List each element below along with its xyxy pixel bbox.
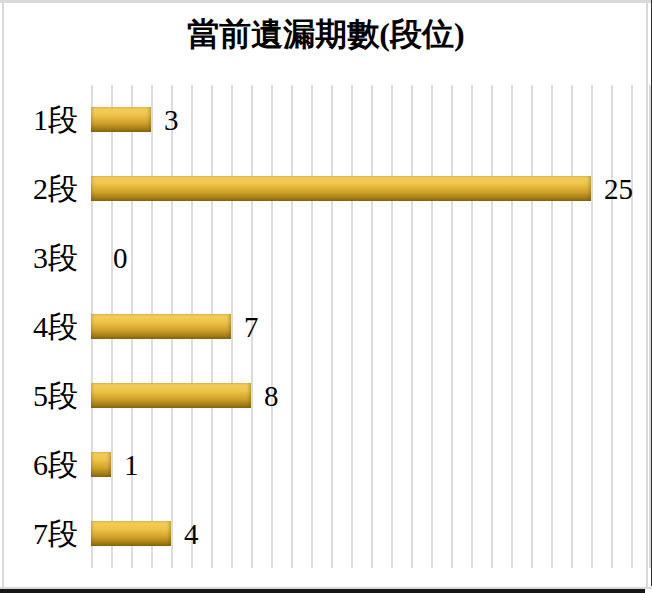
plot-area: 3 25 0 78 1 4: [91, 85, 651, 568]
category-label: 3段: [0, 237, 78, 279]
value-label: 4: [184, 514, 199, 554]
bar-5段: [91, 383, 251, 408]
gridline: [331, 85, 333, 568]
gridline: [231, 85, 233, 568]
gridline: [511, 85, 513, 568]
gridline: [491, 85, 493, 568]
value-label: 8: [264, 376, 279, 416]
bar-2段: [91, 176, 591, 201]
gridline: [391, 85, 393, 568]
value-label: 0: [113, 238, 128, 278]
gridline: [551, 85, 553, 568]
chart-border-left: [2, 3, 4, 587]
chart-title: 當前遺漏期數(段位): [0, 12, 652, 56]
category-label: 5段: [0, 375, 78, 417]
gridline: [371, 85, 373, 568]
gridline: [531, 85, 533, 568]
bar-chart: 當前遺漏期數(段位) 3 25 0 78 1 4 1段 2段 3段 4段 5段 6段 7段: [0, 0, 652, 593]
category-label: 4段: [0, 306, 78, 348]
gridline: [451, 85, 453, 568]
gridline: [351, 85, 353, 568]
bar-6段: [91, 452, 111, 477]
gridline: [311, 85, 313, 568]
gridline: [649, 85, 651, 568]
value-label: 25: [604, 169, 633, 209]
bottom-black-strip: [0, 589, 645, 593]
bar-4段: [91, 314, 231, 339]
bar-1段: [91, 107, 151, 132]
category-label: 6段: [0, 444, 78, 486]
value-label: 3: [164, 100, 179, 140]
bar-7段: [91, 521, 171, 546]
value-label: 1: [124, 445, 139, 485]
category-label: 1段: [0, 99, 78, 141]
gridline: [411, 85, 413, 568]
gridline: [611, 85, 613, 568]
value-label: 7: [244, 307, 259, 347]
gridline: [571, 85, 573, 568]
gridline: [291, 85, 293, 568]
category-label: 7段: [0, 513, 78, 555]
gridline: [591, 85, 593, 568]
gridline: [431, 85, 433, 568]
chart-border-top: [0, 0, 652, 3]
gridline: [471, 85, 473, 568]
gridline: [631, 85, 633, 568]
gridline: [271, 85, 273, 568]
category-label: 2段: [0, 168, 78, 210]
